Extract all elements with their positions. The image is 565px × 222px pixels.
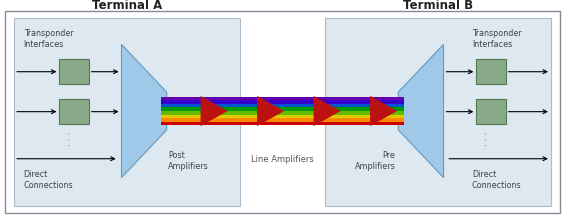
Bar — [398, 104, 404, 107]
FancyBboxPatch shape — [325, 18, 551, 206]
Text: Transponder
Interfaces: Transponder Interfaces — [472, 29, 521, 49]
FancyBboxPatch shape — [476, 99, 506, 124]
Bar — [161, 100, 167, 104]
Text: · · ·: · · · — [66, 132, 75, 146]
Text: Terminal A: Terminal A — [92, 0, 162, 12]
Bar — [167, 107, 398, 111]
Bar — [167, 122, 398, 125]
Bar — [161, 111, 167, 115]
Bar — [167, 97, 398, 100]
FancyBboxPatch shape — [476, 59, 506, 84]
Bar — [398, 122, 404, 125]
Bar — [161, 97, 167, 100]
Polygon shape — [314, 96, 341, 126]
Bar — [398, 107, 404, 111]
Bar — [167, 115, 398, 118]
Bar — [398, 100, 404, 104]
Text: Post
Amplifiers: Post Amplifiers — [168, 151, 209, 171]
Polygon shape — [370, 96, 397, 126]
Bar — [398, 115, 404, 118]
Polygon shape — [201, 96, 228, 126]
Bar — [167, 100, 398, 104]
Polygon shape — [121, 44, 167, 178]
Text: Transponder
Interfaces: Transponder Interfaces — [24, 29, 73, 49]
Bar — [161, 122, 167, 125]
Bar — [167, 118, 398, 122]
Bar — [398, 118, 404, 122]
Bar — [398, 111, 404, 115]
Text: Pre
Amplifiers: Pre Amplifiers — [355, 151, 395, 171]
Bar — [167, 104, 398, 107]
Text: · · ·: · · · — [483, 132, 492, 146]
Bar — [398, 97, 404, 100]
Bar — [161, 104, 167, 107]
Polygon shape — [398, 44, 444, 178]
Polygon shape — [257, 96, 284, 126]
Bar — [161, 107, 167, 111]
Text: Terminal B: Terminal B — [403, 0, 473, 12]
FancyBboxPatch shape — [59, 59, 89, 84]
FancyBboxPatch shape — [59, 99, 89, 124]
Bar — [161, 118, 167, 122]
Text: Direct
Connections: Direct Connections — [472, 170, 521, 190]
FancyBboxPatch shape — [14, 18, 240, 206]
Text: Line Amplifiers: Line Amplifiers — [251, 155, 314, 165]
Bar — [167, 111, 398, 115]
Text: Direct
Connections: Direct Connections — [24, 170, 73, 190]
Bar — [161, 115, 167, 118]
